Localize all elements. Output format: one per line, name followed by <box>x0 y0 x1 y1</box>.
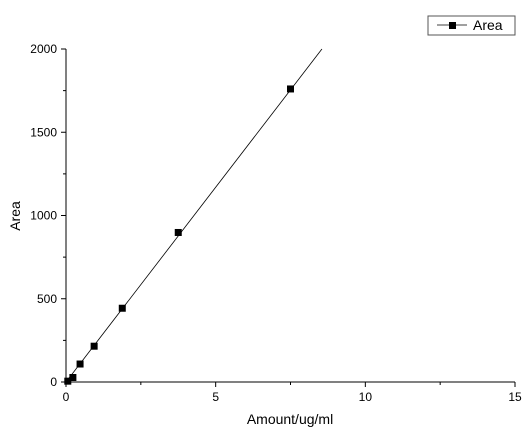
data-point <box>90 342 98 350</box>
x-tick-label: 15 <box>508 390 522 404</box>
legend: Area <box>427 15 516 36</box>
legend-marker-square <box>449 22 456 29</box>
data-point <box>118 304 126 312</box>
data-point <box>76 360 84 368</box>
legend-label: Area <box>473 17 503 33</box>
data-points <box>64 85 294 385</box>
data-point <box>69 374 77 382</box>
axes <box>65 49 515 383</box>
y-tick-label: 500 <box>37 292 57 306</box>
x-tick-label: 0 <box>63 390 70 404</box>
y-tick-label: 1000 <box>30 209 57 223</box>
y-tick-label: 0 <box>50 375 57 389</box>
data-point <box>287 85 294 93</box>
y-tick-label: 1500 <box>30 125 57 139</box>
data-point <box>64 377 72 385</box>
legend-box <box>427 15 516 36</box>
fit-line <box>65 48 323 383</box>
y-tick-label: 2000 <box>30 42 57 56</box>
x-axis-title: Amount/ug/ml <box>247 411 333 427</box>
y-ticks: 0 500 1000 1500 2000 <box>30 42 66 389</box>
x-ticks: 0 5 10 15 <box>63 382 522 404</box>
x-tick-label: 5 <box>212 390 219 404</box>
data-point <box>174 228 182 236</box>
y-axis-title: Area <box>7 201 23 231</box>
x-tick-label: 10 <box>359 390 373 404</box>
